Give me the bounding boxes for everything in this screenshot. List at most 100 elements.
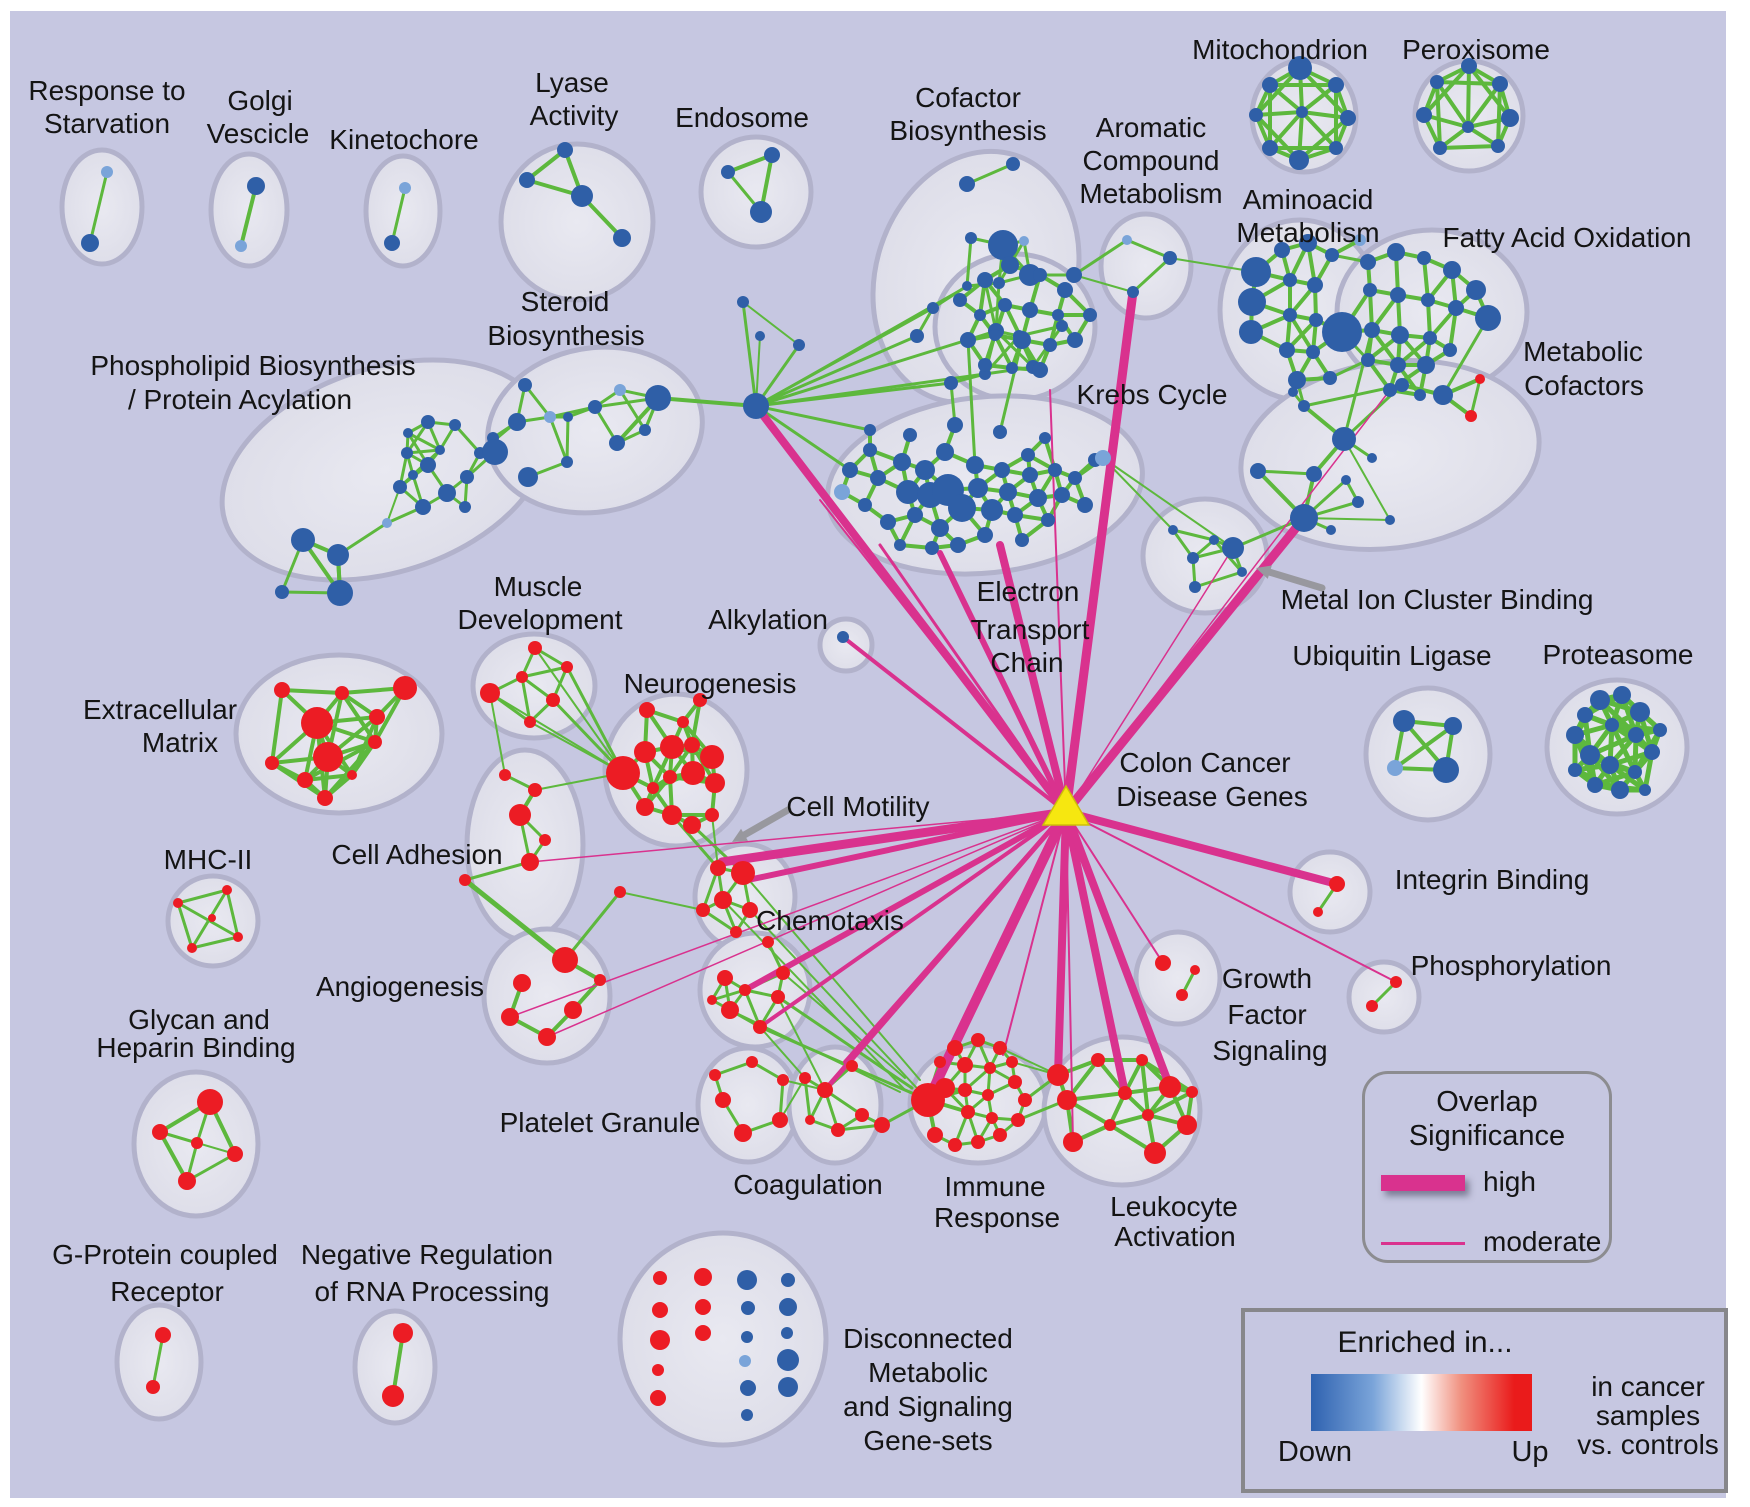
gene-set-node [227, 1146, 243, 1162]
cluster-label: Immune [944, 1171, 1045, 1202]
cluster-label: Metabolism [1236, 217, 1379, 248]
enrichment-up-label: Up [1511, 1436, 1549, 1468]
cluster-label: Metabolic [868, 1357, 988, 1388]
edge [548, 415, 569, 464]
gene-set-node [974, 309, 986, 321]
gene-set-node [393, 480, 407, 494]
gene-set-node [1322, 312, 1362, 352]
gene-set-node [896, 480, 920, 504]
gene-set-node [805, 1115, 815, 1125]
gene-set-node [518, 378, 532, 392]
cluster-label: G-Protein coupled [52, 1239, 278, 1270]
edge [670, 813, 720, 870]
gene-set-node [1018, 1093, 1032, 1107]
gene-set-node [382, 518, 392, 528]
edge [1171, 528, 1216, 542]
edge [1061, 287, 1138, 817]
gene-set-node [793, 339, 805, 351]
gene-set-node [518, 467, 538, 487]
edge [776, 995, 914, 1090]
gene-set-node [317, 790, 333, 806]
gene-set-node [639, 424, 651, 436]
gene-set-node [1127, 286, 1139, 298]
edge [1065, 811, 1164, 964]
gene-set-node [1323, 371, 1337, 385]
edge [176, 901, 194, 950]
gene-set-node [233, 932, 243, 942]
gene-set-node [739, 1355, 751, 1367]
gene-set-node [965, 232, 977, 244]
gene-set-node [1361, 353, 1375, 367]
gene-set-node [1077, 497, 1093, 513]
gene-set-node [155, 1327, 171, 1343]
gene-set-node [1068, 471, 1082, 485]
legend-overlap-title-line1: Overlap [1436, 1086, 1538, 1118]
gene-set-node [962, 281, 972, 291]
edge [741, 300, 758, 408]
gene-set-node [927, 302, 939, 314]
gene-set-node [947, 417, 963, 433]
edge [565, 665, 625, 775]
cluster-label: Steroid [521, 286, 610, 317]
gene-set-node [1067, 332, 1083, 348]
edge [1062, 808, 1129, 1097]
gene-set-node [771, 990, 785, 1004]
gene-set-node [776, 966, 790, 980]
gene-set-node [524, 716, 536, 728]
gene-set-node [950, 537, 966, 553]
gene-set-node [528, 783, 542, 797]
gene-set-node [864, 424, 876, 436]
gene-set-node [993, 277, 1005, 289]
gene-set-node [1475, 305, 1501, 331]
gene-set-node [737, 1270, 757, 1290]
edge [239, 184, 258, 248]
gene-set-node [509, 804, 531, 826]
gene-set-node [977, 527, 993, 543]
gene-set-node [1332, 427, 1356, 451]
gene-set-node [1066, 267, 1082, 283]
gene-set-node [1329, 876, 1345, 892]
gene-set-node [961, 1105, 975, 1119]
edge [1303, 517, 1391, 521]
gene-set-node [740, 1380, 756, 1396]
cluster-label: Muscle [494, 571, 583, 602]
gene-set-node [1601, 756, 1619, 774]
gene-set-node [1313, 907, 1323, 917]
edge [462, 877, 568, 963]
gene-set-node [978, 358, 992, 372]
edge [1297, 116, 1350, 162]
gene-set-node [1501, 109, 1519, 127]
gene-set-node [1491, 139, 1505, 153]
gene-set-node [501, 1008, 519, 1026]
edge [754, 404, 852, 472]
cluster-ellipse-endosome [698, 134, 814, 250]
gene-set-node [1019, 264, 1041, 286]
gene-set-node [925, 541, 939, 555]
edge [965, 162, 1015, 186]
gene-set-node [588, 400, 602, 414]
gene-set-node [222, 885, 232, 895]
cluster-label: Vescicle [207, 118, 310, 149]
gene-set-node [1155, 955, 1171, 971]
gene-set-node [910, 329, 924, 343]
gene-set-node [1048, 463, 1062, 477]
gene-set-node [660, 735, 684, 759]
edge [1062, 808, 1341, 888]
gene-set-node [1063, 1132, 1083, 1152]
cluster-label: Negative Regulation [301, 1239, 553, 1270]
gene-set-node [420, 457, 436, 473]
gene-set-node [762, 936, 774, 948]
edge [1496, 82, 1502, 148]
gene-set-node [401, 447, 413, 459]
edge [489, 692, 624, 774]
edge [406, 431, 442, 452]
gene-set-node [777, 1074, 789, 1086]
gene-set-node [948, 494, 976, 522]
edge [1441, 316, 1490, 397]
gene-set-node [594, 974, 606, 986]
gene-set-node [1168, 525, 1178, 535]
gene-set-node [715, 1092, 731, 1108]
legend-enriched-title: Enriched in... [1337, 1326, 1513, 1359]
gene-set-node [1430, 75, 1444, 89]
edge [185, 1152, 237, 1183]
